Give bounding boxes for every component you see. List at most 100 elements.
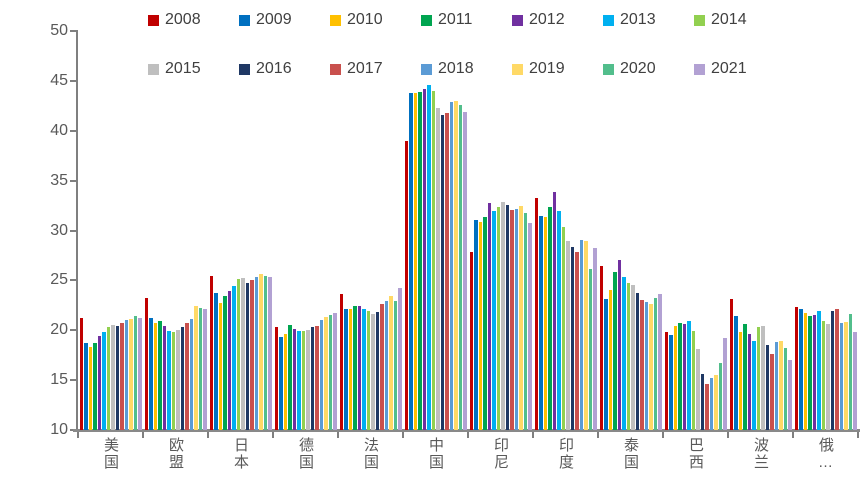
bar — [268, 277, 272, 430]
bar — [120, 323, 124, 430]
bar — [404, 140, 408, 430]
bar — [315, 326, 319, 430]
bar — [422, 88, 426, 430]
y-tick-label: 10 — [50, 421, 68, 438]
bar — [111, 325, 115, 430]
bar — [380, 304, 384, 430]
bar — [696, 349, 700, 430]
x-category-label: 印度 — [557, 437, 574, 471]
legend-label: 2008 — [165, 11, 201, 28]
bar — [436, 107, 440, 430]
bar — [180, 327, 184, 430]
y-axis-tick — [70, 229, 76, 232]
bar — [808, 316, 812, 430]
legend-item-2008: 2008 — [148, 12, 201, 28]
legend-item-2009: 2009 — [239, 12, 292, 28]
bar — [427, 84, 431, 430]
bar — [106, 327, 110, 430]
bar — [339, 294, 343, 430]
bar — [552, 191, 556, 430]
bar — [501, 201, 505, 430]
bar — [747, 334, 751, 430]
bar — [84, 343, 88, 430]
bar — [519, 205, 523, 430]
y-axis-tick — [70, 279, 76, 282]
bar — [259, 274, 263, 430]
legend-label: 2010 — [347, 11, 383, 28]
bar — [718, 363, 722, 430]
bar — [593, 247, 597, 430]
legend-swatch-icon — [239, 63, 250, 75]
y-tick-label: 20 — [50, 321, 68, 339]
bar — [682, 324, 686, 430]
bar — [375, 312, 379, 430]
bar — [223, 296, 227, 430]
legend-swatch-icon — [330, 14, 341, 26]
bar — [333, 313, 337, 430]
bar — [588, 269, 592, 430]
bar — [279, 337, 283, 430]
bar — [348, 309, 352, 430]
legend-label: 2020 — [620, 60, 656, 77]
y-axis-tick — [70, 79, 76, 82]
bar — [209, 276, 213, 430]
bar — [714, 375, 718, 430]
bar — [743, 324, 747, 430]
bar — [79, 318, 83, 430]
bar — [835, 309, 839, 430]
legend-swatch-icon — [421, 14, 432, 26]
y-tick-label: 30 — [50, 221, 68, 239]
bar — [584, 240, 588, 430]
bar-group-印尼 — [468, 201, 533, 430]
bar — [288, 325, 292, 430]
bar — [844, 322, 848, 430]
bar — [478, 221, 482, 430]
bar — [752, 341, 756, 430]
x-category-label: 法国 — [362, 437, 379, 471]
bar — [413, 92, 417, 430]
legend-item-2013: 2013 — [603, 12, 656, 28]
y-tick-label: 35 — [50, 171, 68, 189]
x-category-label: 美国 — [102, 437, 119, 471]
bar — [158, 321, 162, 430]
bar — [570, 246, 574, 430]
bar — [514, 208, 518, 430]
bar — [153, 323, 157, 430]
bar — [384, 301, 388, 430]
bar — [445, 112, 449, 430]
x-axis-tick — [272, 432, 274, 438]
bar-group-法国 — [338, 288, 403, 430]
y-axis-tick — [70, 179, 76, 182]
bar — [794, 307, 798, 430]
bar — [297, 331, 301, 430]
bar — [236, 279, 240, 430]
bar — [371, 314, 375, 430]
bar — [622, 277, 626, 430]
bar — [557, 210, 561, 430]
bar — [149, 318, 153, 430]
y-tick-label: 40 — [50, 121, 68, 139]
bar — [705, 384, 709, 430]
legend-item-2021: 2021 — [694, 61, 747, 77]
legend-label: 2021 — [711, 60, 747, 77]
legend-swatch-icon — [694, 14, 705, 26]
bar — [469, 252, 473, 430]
legend-item-2019: 2019 — [512, 61, 565, 77]
x-category-label: 波兰 — [752, 437, 769, 471]
bar — [678, 323, 682, 430]
bar — [548, 206, 552, 430]
x-category-label: 德国 — [297, 437, 314, 471]
bar — [487, 202, 491, 430]
bar — [510, 209, 514, 430]
bar-group-印度 — [533, 191, 598, 430]
x-axis-tick — [402, 432, 404, 438]
x-axis-tick — [337, 432, 339, 438]
bar — [734, 316, 738, 430]
bar — [528, 222, 532, 430]
bar-group-俄… — [793, 307, 858, 430]
bar — [821, 321, 825, 430]
x-category-label: 巴西 — [687, 437, 704, 471]
bar — [185, 323, 189, 430]
bar-group-波兰 — [728, 299, 793, 430]
legend-item-2014: 2014 — [694, 12, 747, 28]
